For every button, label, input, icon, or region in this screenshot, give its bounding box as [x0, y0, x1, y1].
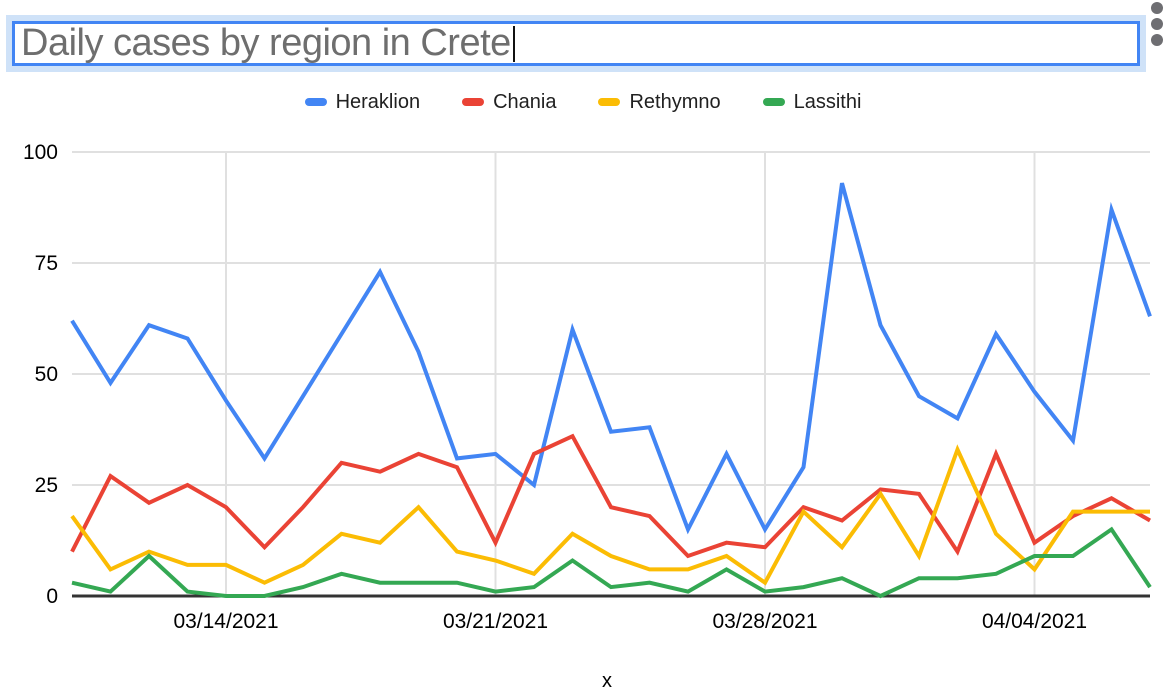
kebab-dot-icon: [1151, 34, 1163, 46]
legend-item-heraklion[interactable]: Heraklion: [304, 90, 421, 114]
legend-label: Chania: [493, 90, 557, 113]
x-tick-label: 03/28/2021: [712, 610, 817, 633]
series-line-rethymno[interactable]: [70, 444, 1150, 586]
legend-label: Rethymno: [629, 90, 721, 113]
legend-item-rethymno[interactable]: Rethymno: [598, 90, 721, 114]
x-tick-label: 03/21/2021: [443, 610, 548, 633]
series-line-lassithi[interactable]: [71, 526, 1152, 599]
legend-item-chania[interactable]: Chania: [462, 91, 556, 114]
y-tick-label: 75: [35, 252, 58, 275]
chart-options-menu-icon[interactable]: [1150, 2, 1164, 46]
x-tick-label: 03/14/2021: [173, 610, 278, 633]
x-tick-label: 04/04/2021: [982, 610, 1087, 633]
kebab-dot-icon: [1151, 2, 1163, 14]
legend-swatch-icon: [304, 98, 327, 106]
chart-title-input[interactable]: Daily cases by region in Crete: [12, 21, 1140, 66]
kebab-dot-icon: [1151, 18, 1163, 30]
x-axis-title: x: [602, 670, 612, 692]
chart-legend: Heraklion Chania Rethymno Lassithi: [0, 88, 1166, 116]
legend-label: Heraklion: [335, 90, 421, 113]
legend-label: Lassithi: [793, 90, 862, 113]
y-tick-label: 100: [23, 141, 58, 164]
text-cursor-icon: [512, 25, 515, 62]
series-line-heraklion[interactable]: [70, 182, 1152, 535]
y-tick-label: 25: [35, 474, 58, 497]
series-line-chania[interactable]: [70, 433, 1151, 559]
legend-swatch-icon: [762, 98, 785, 106]
legend-swatch-icon: [598, 98, 621, 106]
y-tick-label: 50: [35, 363, 58, 386]
chart-title-text: Daily cases by region in Crete: [21, 22, 511, 64]
legend-item-lassithi[interactable]: Lassithi: [762, 90, 862, 114]
y-tick-label: 0: [46, 585, 58, 608]
legend-swatch-icon: [462, 98, 485, 106]
